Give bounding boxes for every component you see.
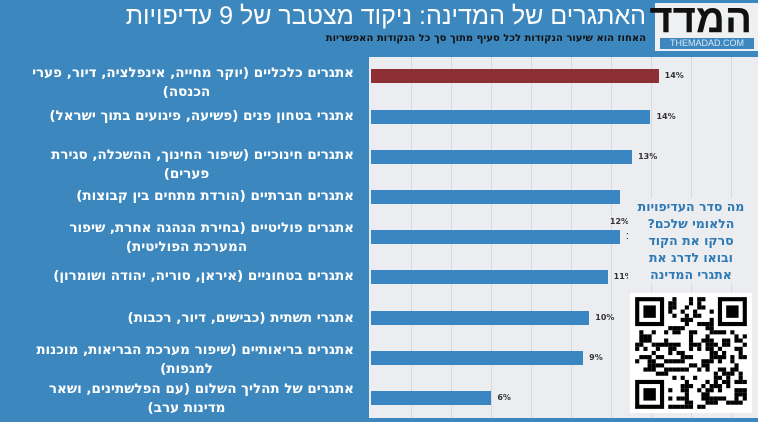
logo-url: THEMADAD.COM — [660, 38, 754, 49]
data-label: 14% — [656, 112, 676, 121]
category-label: אתגרים כלכליים (יוקר מחייה, אינפלציה, די… — [19, 64, 354, 102]
data-label: 11% — [613, 272, 633, 281]
category-label: אתגרים חברתיים (הורדת מתחים בין קבוצות) — [19, 187, 354, 206]
data-label: 13% — [638, 152, 658, 161]
bar — [371, 190, 620, 204]
bar — [371, 69, 659, 83]
bar — [371, 351, 584, 365]
category-label: אתגרים בטחוניים (איראן, סוריה, יהודה ושו… — [19, 267, 354, 286]
logo: המדד THEMADAD.COM — [649, 0, 758, 51]
data-label: 14% — [664, 71, 684, 80]
category-label-line: פערים) — [163, 166, 210, 182]
promo-line: מה סדר העדיפויות — [637, 199, 745, 214]
category-label: אתגרי תשתית (כבישים, דיור, רכבות) — [19, 309, 354, 328]
category-label-line: אתגרים כלכליים (יוקר מחייה, אינפלציה, די… — [32, 65, 354, 81]
category-label-line: אתגרי תשתית (כבישים, דיור, רכבות) — [127, 310, 354, 326]
chart-title: האתגרים של המדינה: ניקוד מצטבר של 9 עדיפ… — [125, 2, 646, 30]
category-label-line: אתגרי בטחון פנים (פשיעה, פיגועים בתוך יש… — [49, 108, 354, 124]
data-label: 6% — [497, 393, 511, 402]
chart-subtitle: האחוז הוא שיעור הנקודות לכל סעיף מתוך סך… — [325, 33, 646, 44]
promo-text: מה סדר העדיפויות הלאומי שלכם? סרקו את הק… — [628, 198, 754, 283]
category-label: אתגרים של תהליך השלום (עם הפלשתינים, ושא… — [19, 380, 354, 418]
bar — [371, 270, 608, 284]
category-label: אתגרי בטחון פנים (פשיעה, פיגועים בתוך יש… — [19, 107, 354, 126]
promo-line: הלאומי שלכם? — [647, 216, 735, 231]
promo-line: סרקו את הקוד — [648, 233, 734, 248]
bar — [371, 391, 492, 405]
category-label: אתגרים חינוכיים (שיפור החינוך, ההשכלה, ס… — [19, 146, 354, 184]
qr-code[interactable] — [630, 293, 752, 413]
category-label: אתגרים בריאותיים (שיפור מערכת הבריאות, מ… — [19, 341, 354, 379]
logo-text: המדד — [649, 0, 752, 41]
category-label-line: אתגרים חינוכיים (שיפור החינוך, ההשכלה, ס… — [51, 147, 354, 163]
category-label-line: למגפות) — [160, 361, 213, 377]
data-label: 9% — [589, 353, 603, 362]
category-label-line: אתגרים של תהליך השלום (עם הפלשתינים, ושא… — [48, 381, 354, 397]
bar — [371, 110, 651, 124]
category-label-line: אתגרים חברתיים (הורדת מתחים בין קבוצות) — [76, 188, 354, 204]
bar — [371, 230, 620, 244]
bar — [371, 150, 633, 164]
category-label-line: אתגרים פוליטיים (בחירת הנהגה אחרת, שיפור — [69, 220, 354, 236]
category-label: אתגרים פוליטיים (בחירת הנהגה אחרת, שיפור… — [19, 219, 354, 257]
category-label-line: הכנסה) — [162, 84, 211, 100]
promo-line: ובואו לדרג את — [649, 250, 733, 265]
category-label-line: אתגרים בריאותיים (שיפור מערכת הבריאות, מ… — [36, 342, 354, 358]
data-label: 12% — [609, 217, 630, 226]
category-label-line: מדינות ערב) — [147, 400, 226, 416]
promo-line: אתגרי המדינה — [650, 267, 732, 282]
data-label: 10% — [595, 313, 615, 322]
category-label-line: אתגרים בטחוניים (איראן, סוריה, יהודה ושו… — [53, 268, 354, 284]
category-label-line: המערכת הפוליטית) — [125, 239, 248, 255]
bar — [371, 311, 590, 325]
